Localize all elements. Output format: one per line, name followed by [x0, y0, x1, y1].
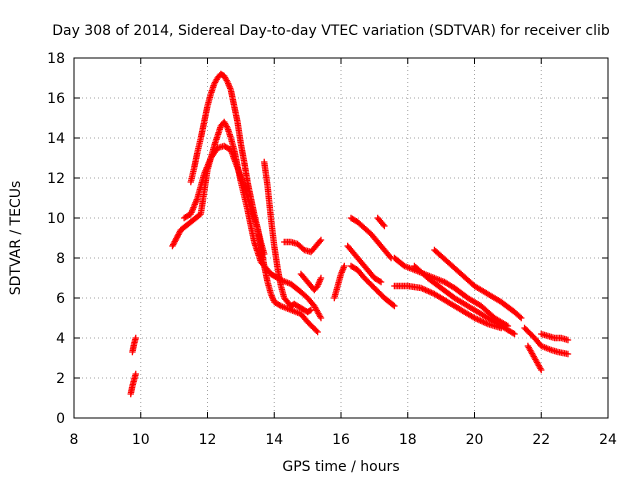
data-point: [518, 314, 525, 322]
data-point: [313, 327, 320, 334]
x-tick-label: 12: [199, 432, 217, 448]
x-tick-label: 10: [132, 432, 150, 448]
y-tick-label: 8: [56, 251, 65, 267]
data-point: [276, 302, 283, 309]
y-tick-label: 0: [56, 411, 65, 427]
y-axis-label: SDTVAR / TECUs: [8, 181, 24, 296]
x-tick-label: 18: [399, 432, 417, 448]
data-point: [317, 236, 325, 244]
grid-lines: [74, 58, 608, 418]
data-point: [341, 262, 348, 270]
y-tick-label: 2: [56, 371, 65, 387]
data-point: [380, 221, 387, 228]
data-point: [511, 330, 518, 338]
data-point: [478, 318, 486, 325]
data-point: [564, 336, 572, 344]
x-tick-label: 14: [265, 432, 283, 448]
data-point: [389, 301, 397, 309]
data-point: [391, 302, 398, 310]
data-point: [483, 320, 490, 327]
data-point: [564, 350, 572, 358]
data-point: [261, 250, 268, 258]
y-tick-label: 10: [47, 211, 65, 227]
y-tick-label: 14: [47, 131, 65, 147]
plot-frame: [73, 57, 609, 419]
y-tick-label: 16: [47, 91, 65, 107]
data-point: [420, 286, 428, 293]
y-tick-label: 12: [47, 171, 65, 187]
data-point: [316, 238, 324, 245]
data-point: [425, 288, 432, 295]
y-tick-label: 18: [47, 51, 65, 67]
chart-title: Day 308 of 2014, Sidereal Day-to-day VTE…: [52, 23, 610, 39]
x-tick-label: 16: [332, 432, 350, 448]
y-tick-label: 4: [56, 331, 65, 347]
y-tick-label: 6: [56, 291, 65, 307]
data-point: [386, 253, 394, 260]
data-point: [132, 370, 139, 378]
x-tick-label: 20: [466, 432, 484, 448]
data-point: [307, 306, 315, 314]
data-point: [132, 334, 139, 342]
x-tick-label: 8: [70, 432, 79, 448]
data-point: [317, 274, 325, 282]
data-point: [376, 278, 383, 285]
data-point: [475, 316, 483, 324]
data-point: [538, 366, 545, 374]
data-points: [127, 70, 572, 398]
data-point: [381, 222, 388, 230]
data-point: [510, 330, 517, 337]
data-point: [516, 313, 524, 320]
data-point: [306, 307, 314, 314]
x-tick-label: 22: [532, 432, 550, 448]
x-tick-label: 24: [599, 432, 617, 448]
data-point: [377, 278, 385, 286]
data-point: [474, 316, 481, 323]
data-point: [317, 314, 325, 322]
data-point: [314, 328, 321, 336]
x-axis-label: GPS time / hours: [282, 459, 399, 475]
